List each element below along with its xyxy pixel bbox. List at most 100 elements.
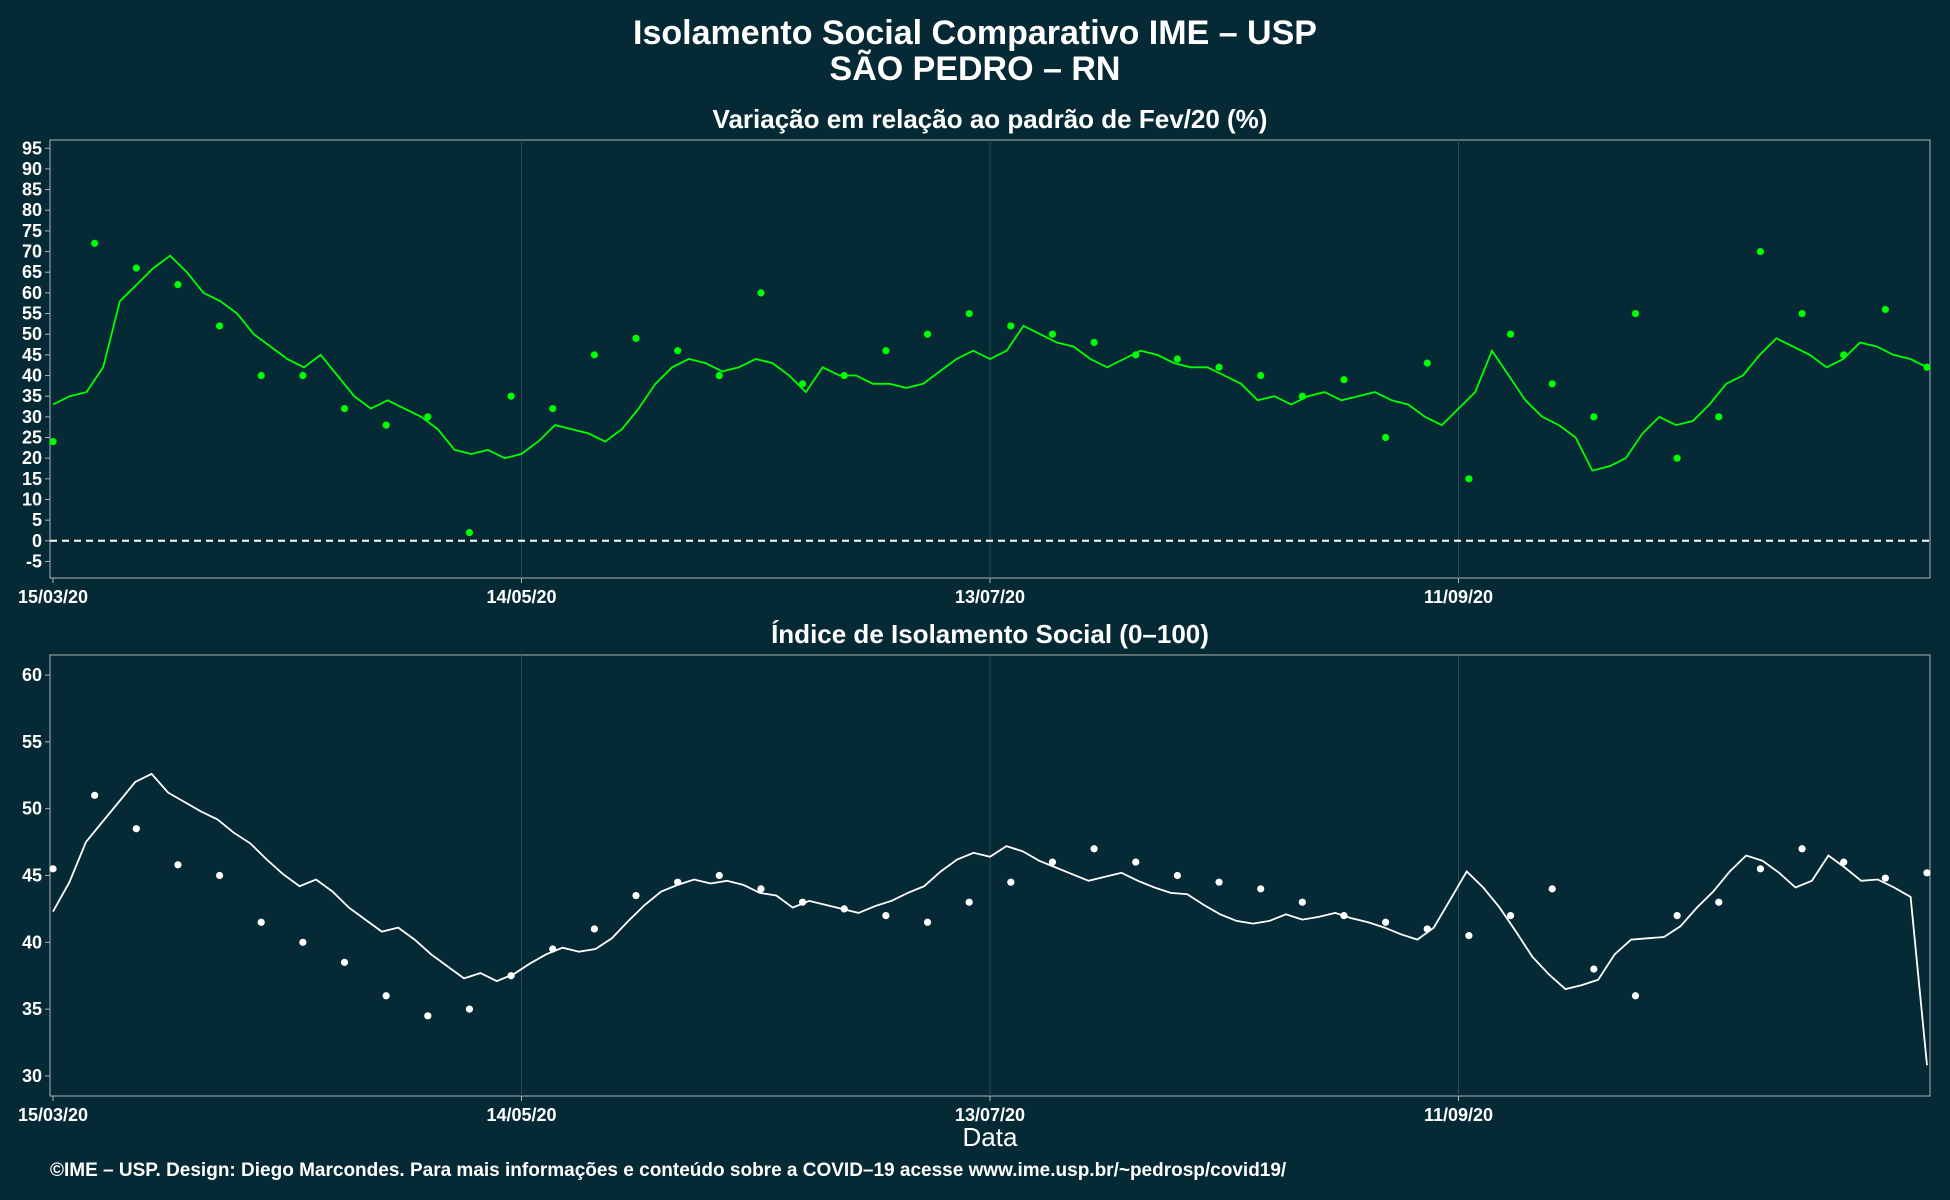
- panel-variation: 15/03/20 14/05/20 13/07/20 11/09/20 -5051015…: [18, 138, 1931, 607]
- variation-point: [1506, 330, 1515, 338]
- variation-point: [299, 371, 307, 380]
- variation-point: [49, 438, 57, 446]
- variation-ytick-label: 65: [22, 262, 42, 282]
- index-ytick-label: 40: [22, 932, 42, 952]
- variation-point: [132, 264, 140, 272]
- index-point: [715, 871, 723, 880]
- variation-ytick-label: 90: [22, 159, 42, 179]
- variation-point: [1548, 380, 1556, 388]
- index-point: [1506, 911, 1515, 920]
- variation-ytick-label: 55: [22, 304, 42, 324]
- variation-point: [1465, 475, 1473, 483]
- index-point: [465, 1005, 474, 1013]
- index-point: [49, 865, 57, 873]
- index-point: [424, 1012, 432, 1020]
- index-point: [1257, 885, 1265, 893]
- index-point: [1715, 898, 1723, 906]
- index-point: [299, 938, 307, 946]
- variation-point: [424, 413, 432, 421]
- variation-ytick-label: 0: [32, 531, 42, 551]
- variation-point: [1715, 413, 1723, 421]
- chart-title-line1: Isolamento Social Comparativo IME – USP: [633, 14, 1317, 52]
- variation-ytick-label: -5: [26, 551, 42, 571]
- variation-point: [215, 322, 224, 330]
- variation-ytick-label: 70: [22, 242, 42, 262]
- variation-ytick-label: 40: [22, 366, 42, 386]
- variation-point: [965, 309, 973, 318]
- variation-ytick-label: 10: [22, 489, 42, 509]
- variation-point: [340, 404, 349, 413]
- index-point: [1382, 918, 1390, 926]
- index-point: [1756, 865, 1765, 873]
- variation-point: [1007, 322, 1015, 330]
- variation-ytick-label: 15: [22, 469, 42, 489]
- index-point: [1173, 871, 1181, 880]
- variation-point: [1590, 413, 1598, 421]
- variation-ytick-label: 5: [32, 510, 42, 530]
- chart-title-line2: SÃO PEDRO – RN: [830, 50, 1121, 88]
- variation-point: [1340, 376, 1348, 384]
- variation-point: [1048, 330, 1057, 338]
- panel-index: 15/03/20 14/05/20 13/07/20 11/09/20 30 35 40 45…: [18, 654, 1931, 1125]
- variation-point: [1756, 247, 1765, 256]
- variation-ytick-label: 75: [22, 221, 42, 241]
- panel1-title: Variação em relação ao padrão de Fev/20 …: [713, 104, 1268, 134]
- index-ytick-label: 50: [22, 799, 42, 819]
- index-point: [1298, 898, 1306, 906]
- index-point: [590, 925, 598, 933]
- variation-point: [549, 404, 557, 413]
- variation-point: [632, 334, 640, 342]
- panel2-title: Índice de Isolamento Social (0–100): [771, 619, 1209, 649]
- variation-xtick-label: 14/05/20: [486, 587, 556, 607]
- variation-point: [1257, 371, 1265, 380]
- index-point: [1923, 869, 1931, 877]
- index-point: [174, 861, 182, 869]
- index-point: [1798, 845, 1806, 853]
- variation-point: [882, 347, 890, 355]
- index-ytick-label: 55: [22, 732, 42, 752]
- variation-ytick-label: 25: [22, 428, 42, 448]
- index-ytick-label: 60: [22, 665, 42, 685]
- variation-ytick-label: 35: [22, 386, 42, 406]
- variation-point: [590, 351, 598, 359]
- index-xtick-label: 14/05/20: [486, 1105, 556, 1125]
- index-point: [1590, 965, 1598, 973]
- index-point: [632, 891, 640, 900]
- index-point: [923, 918, 932, 926]
- variation-point: [799, 380, 807, 388]
- index-point: [965, 898, 973, 906]
- variation-point: [382, 421, 390, 429]
- index-ytick-label: 35: [22, 999, 42, 1019]
- index-point: [132, 825, 140, 833]
- variation-point: [1090, 338, 1098, 347]
- index-point: [1007, 878, 1015, 886]
- index-point: [1048, 858, 1057, 866]
- variation-point: [674, 347, 682, 355]
- variation-ytick-label: 20: [22, 448, 42, 468]
- index-point: [1090, 845, 1098, 853]
- index-point: [1132, 858, 1140, 866]
- footer-credit: ©IME – USP. Design: Diego Marcondes. Par…: [50, 1160, 1287, 1181]
- index-point: [1673, 911, 1681, 920]
- variation-ytick-label: 95: [22, 138, 42, 158]
- variation-ytick-label: 85: [22, 180, 42, 200]
- index-moving-average-line: [52, 772, 1928, 1066]
- index-point: [91, 791, 99, 799]
- variation-point: [1673, 454, 1681, 462]
- variation-point: [1382, 433, 1390, 442]
- variation-point: [923, 330, 932, 338]
- index-point: [1840, 858, 1848, 866]
- index-point: [757, 885, 765, 893]
- variation-point: [257, 371, 265, 380]
- variation-moving-average-line: [52, 254, 1928, 472]
- index-point: [1881, 874, 1889, 882]
- variation-point: [1173, 355, 1181, 363]
- variation-point: [1798, 309, 1806, 318]
- variation-ytick-label: 45: [22, 345, 42, 365]
- variation-xtick-label: 13/07/20: [955, 587, 1025, 607]
- index-ytick-label: 30: [22, 1066, 42, 1086]
- variation-point: [465, 528, 474, 537]
- index-xtick-label: 13/07/20: [955, 1105, 1025, 1125]
- variation-ytick-label: 80: [22, 200, 42, 220]
- variation-point: [1215, 363, 1223, 371]
